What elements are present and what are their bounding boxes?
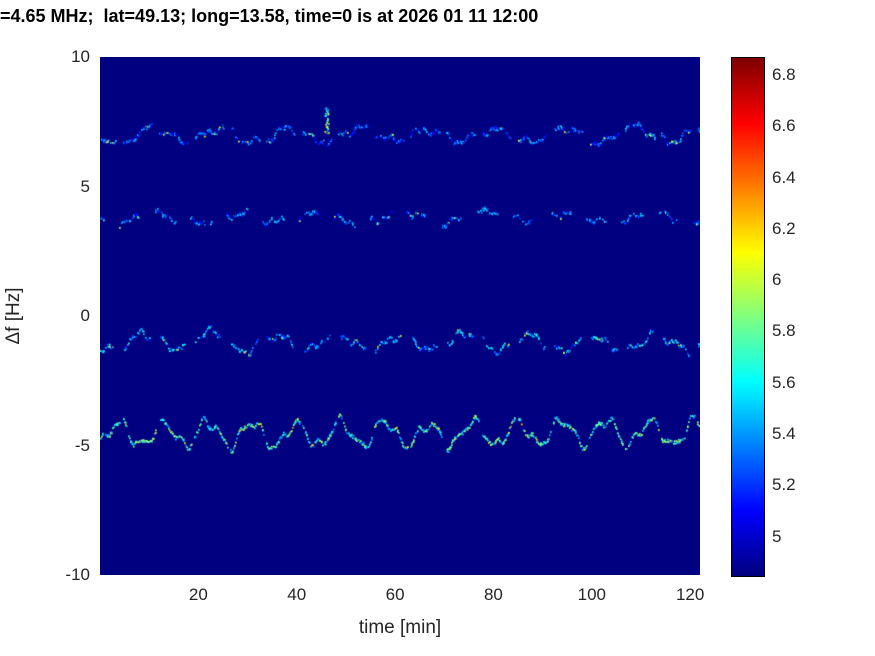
- colorbar-tick-6.2: 6.2: [772, 218, 796, 238]
- colorbar-tick-5.8: 5.8: [772, 321, 796, 341]
- chart-title: =4.65 MHz; lat=49.13; long=13.58, time=0…: [0, 6, 539, 26]
- colorbar-canvas: [731, 57, 765, 577]
- x-tick-80: 80: [483, 585, 503, 604]
- y-tick-10: 10: [71, 47, 90, 66]
- heatmap-canvas: [100, 57, 700, 575]
- x-axis-label: time [min]: [358, 617, 442, 638]
- x-tick-20: 20: [188, 585, 208, 604]
- y-tick-5: 5: [80, 176, 90, 196]
- y-tick--5: -5: [74, 435, 90, 455]
- x-tick-120: 120: [675, 585, 705, 604]
- y-tick--10: -10: [65, 565, 90, 584]
- colorbar-tick-5.4: 5.4: [772, 423, 796, 443]
- colorbar-tick-5.6: 5.6: [772, 372, 796, 392]
- x-tick-40: 40: [287, 585, 307, 604]
- colorbar-tick-6.4: 6.4: [772, 167, 796, 187]
- x-tick-60: 60: [385, 585, 405, 604]
- colorbar-tick-5: 5: [772, 526, 782, 546]
- colorbar-tick-6: 6: [772, 270, 782, 290]
- y-axis-label: Δf [Hz]: [3, 287, 24, 345]
- colorbar-tick-5.2: 5.2: [772, 475, 796, 495]
- colorbar-tick-6.8: 6.8: [772, 64, 796, 84]
- colorbar-tick-6.6: 6.6: [772, 116, 796, 136]
- y-tick-0: 0: [80, 306, 90, 325]
- x-tick-100: 100: [577, 585, 606, 604]
